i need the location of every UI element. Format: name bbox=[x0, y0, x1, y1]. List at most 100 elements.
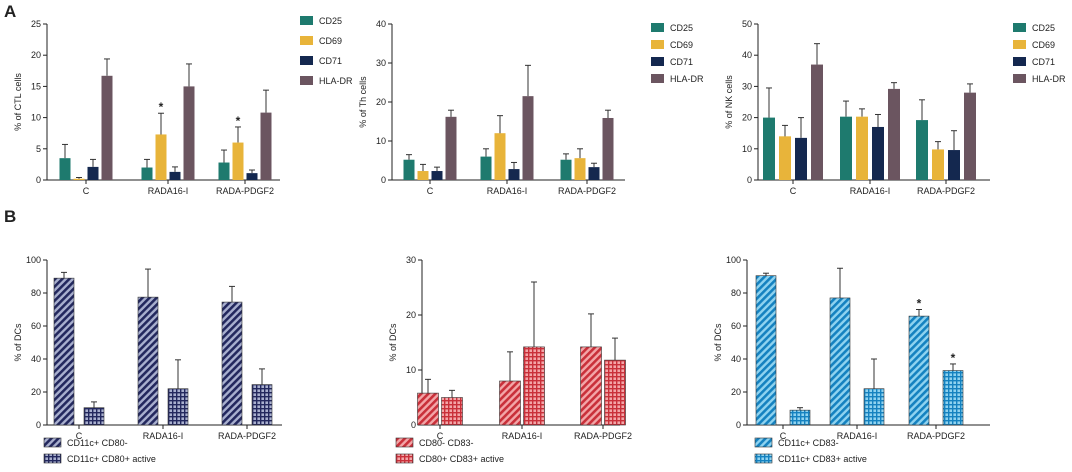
chart-a1: 0 5 10 15 20 25 % of CTL cells C RADA16-I RADA-PD… bbox=[13, 16, 353, 196]
y-tick-label: 20 bbox=[31, 387, 41, 397]
bar-hla-dr-c bbox=[445, 116, 457, 180]
y-tick-label: 5 bbox=[36, 144, 41, 154]
bar-cd71-c bbox=[431, 171, 443, 180]
y-tick-label: 40 bbox=[31, 354, 41, 364]
y-tick-label: 80 bbox=[31, 288, 41, 298]
legend-label-cd69: CD69 bbox=[319, 36, 342, 46]
legend-swatch-cd80-cd83-active bbox=[395, 453, 414, 464]
legend: CD25 CD69 CD71 HLA-DR bbox=[300, 16, 353, 86]
y-axis-title: % of CTL cells bbox=[13, 73, 23, 131]
y-axis-title: % of DCs bbox=[13, 323, 23, 362]
significance-star: * bbox=[951, 351, 956, 365]
legend-label-cd25: CD25 bbox=[670, 23, 693, 33]
legend-label-hla-dr: HLA-DR bbox=[319, 76, 353, 86]
y-axis-title: % of DCs bbox=[388, 323, 398, 362]
x-tick-label: RADA16-I bbox=[487, 186, 528, 196]
bar-cd11c-cd80-rada16-i bbox=[137, 296, 159, 426]
x-tick-label: RADA-PDGF2 bbox=[907, 431, 965, 441]
legend: CD25 CD69 CD71 HLA-DR bbox=[651, 23, 704, 84]
legend-label-cd80-cd83: CD80- CD83- bbox=[419, 438, 474, 448]
bar-cd25-c bbox=[403, 159, 415, 180]
legend-label-cd25: CD25 bbox=[319, 16, 342, 26]
y-tick-label: 0 bbox=[411, 420, 416, 430]
y-tick-label: 20 bbox=[406, 310, 416, 320]
y-tick-label: 20 bbox=[31, 50, 41, 60]
charts-container: 0 5 10 15 20 25 % of CTL cells C RADA16-I RADA-PD… bbox=[13, 16, 1066, 464]
y-tick-label: 100 bbox=[26, 255, 41, 265]
legend-label-cd71: CD71 bbox=[670, 57, 693, 67]
x-tick-label: RADA-PDGF2 bbox=[558, 186, 616, 196]
y-tick-label: 30 bbox=[742, 81, 752, 91]
y-tick-label: 80 bbox=[731, 288, 741, 298]
bar-hla-dr-rada-pdgf2 bbox=[260, 112, 272, 180]
legend-swatch-cd80-cd83 bbox=[395, 437, 414, 448]
bar-cd80-cd83-active-rada16-i bbox=[523, 346, 545, 426]
legend-label-cd25: CD25 bbox=[1032, 23, 1055, 33]
y-tick-label: 0 bbox=[747, 175, 752, 185]
bar-cd80-cd83-rada-pdgf2 bbox=[580, 346, 602, 426]
bar-cd11c-cd80-rada-pdgf2 bbox=[221, 301, 243, 426]
bar-cd25-rada16-i bbox=[840, 116, 852, 180]
y-axis-title: % of DCs bbox=[713, 323, 723, 362]
bar-cd71-c bbox=[87, 166, 99, 180]
legend-swatch-cd11c-cd80 bbox=[43, 437, 62, 448]
bar-cd11c-cd80-active-rada16-i bbox=[167, 388, 189, 426]
bar-cd11c-cd80-c bbox=[53, 277, 75, 426]
legend-label-cd11c-cd83: CD11c+ CD83- bbox=[778, 438, 839, 448]
y-axis-title: % of NK cells bbox=[724, 75, 734, 129]
bar-cd69-rada16-i bbox=[494, 133, 506, 180]
bar-hla-dr-rada16-i bbox=[183, 86, 195, 180]
chart-b2: 0 10 20 30 % of DCs C RADA16-I RADA-PDGF2 CD80- … bbox=[388, 255, 632, 464]
x-tick-label: RADA16-I bbox=[502, 431, 543, 441]
y-tick-label: 30 bbox=[376, 58, 386, 68]
x-tick-label: RADA-PDGF2 bbox=[216, 186, 274, 196]
x-tick-label: RADA16-I bbox=[143, 431, 184, 441]
bar-cd69-rada-pdgf2 bbox=[232, 142, 244, 180]
x-tick-label: C bbox=[437, 431, 444, 441]
x-tick-label: RADA16-I bbox=[148, 186, 189, 196]
bar-cd71-c bbox=[795, 137, 807, 180]
bar-cd80-cd83-active-c bbox=[441, 397, 463, 426]
legend-label-cd71: CD71 bbox=[1032, 57, 1055, 67]
y-tick-label: 10 bbox=[31, 113, 41, 123]
bar-cd69-rada-pdgf2 bbox=[932, 149, 944, 180]
legend: CD80- CD83- CD80+ CD83+ active bbox=[395, 437, 504, 464]
bar-cd11c-cd80-active-c bbox=[83, 407, 105, 426]
legend-swatch-cd71 bbox=[300, 56, 313, 65]
y-tick-label: 0 bbox=[36, 175, 41, 185]
y-tick-label: 30 bbox=[406, 255, 416, 265]
legend-swatch-hla-dr bbox=[1013, 74, 1026, 83]
y-tick-label: 20 bbox=[731, 387, 741, 397]
y-tick-label: 0 bbox=[736, 420, 741, 430]
bar-cd69-rada-pdgf2 bbox=[574, 158, 586, 180]
legend-swatch-cd25 bbox=[300, 16, 313, 25]
bar-hla-dr-rada-pdgf2 bbox=[602, 117, 614, 180]
x-tick-label: C bbox=[790, 186, 797, 196]
x-tick-label: RADA16-I bbox=[837, 431, 878, 441]
chart-a3: 0 10 20 30 40 50 % of NK cells C RADA16-I RADA-PD… bbox=[724, 19, 1066, 196]
significance-star: * bbox=[159, 100, 164, 114]
y-axis-title: % of Th cells bbox=[358, 76, 368, 128]
x-tick-label: RADA-PDGF2 bbox=[917, 186, 975, 196]
bar-cd25-rada16-i bbox=[141, 167, 153, 180]
x-tick-label: RADA-PDGF2 bbox=[218, 431, 276, 441]
legend: CD11c+ CD83- CD11c+ CD83+ active bbox=[754, 437, 867, 464]
bar-cd25-c bbox=[59, 158, 71, 180]
bar-cd71-rada-pdgf2 bbox=[588, 167, 600, 180]
bar-cd25-rada-pdgf2 bbox=[560, 159, 572, 180]
bar-cd25-c bbox=[763, 117, 775, 180]
legend-swatch-hla-dr bbox=[651, 74, 664, 83]
bar-cd25-rada-pdgf2 bbox=[916, 120, 928, 180]
legend-label-cd71: CD71 bbox=[319, 56, 342, 66]
bar-hla-dr-c bbox=[101, 75, 113, 180]
bar-cd69-c bbox=[73, 178, 85, 180]
bar-cd69-rada16-i bbox=[856, 116, 868, 180]
y-tick-label: 0 bbox=[36, 420, 41, 430]
y-tick-label: 40 bbox=[376, 19, 386, 29]
bar-cd11c-cd83-rada16-i bbox=[829, 297, 851, 426]
legend-label-cd11c-cd80-active: CD11c+ CD80+ active bbox=[67, 454, 156, 464]
legend-label-cd80-cd83-active: CD80+ CD83+ active bbox=[419, 454, 504, 464]
y-tick-label: 25 bbox=[31, 19, 41, 29]
y-tick-label: 40 bbox=[742, 50, 752, 60]
